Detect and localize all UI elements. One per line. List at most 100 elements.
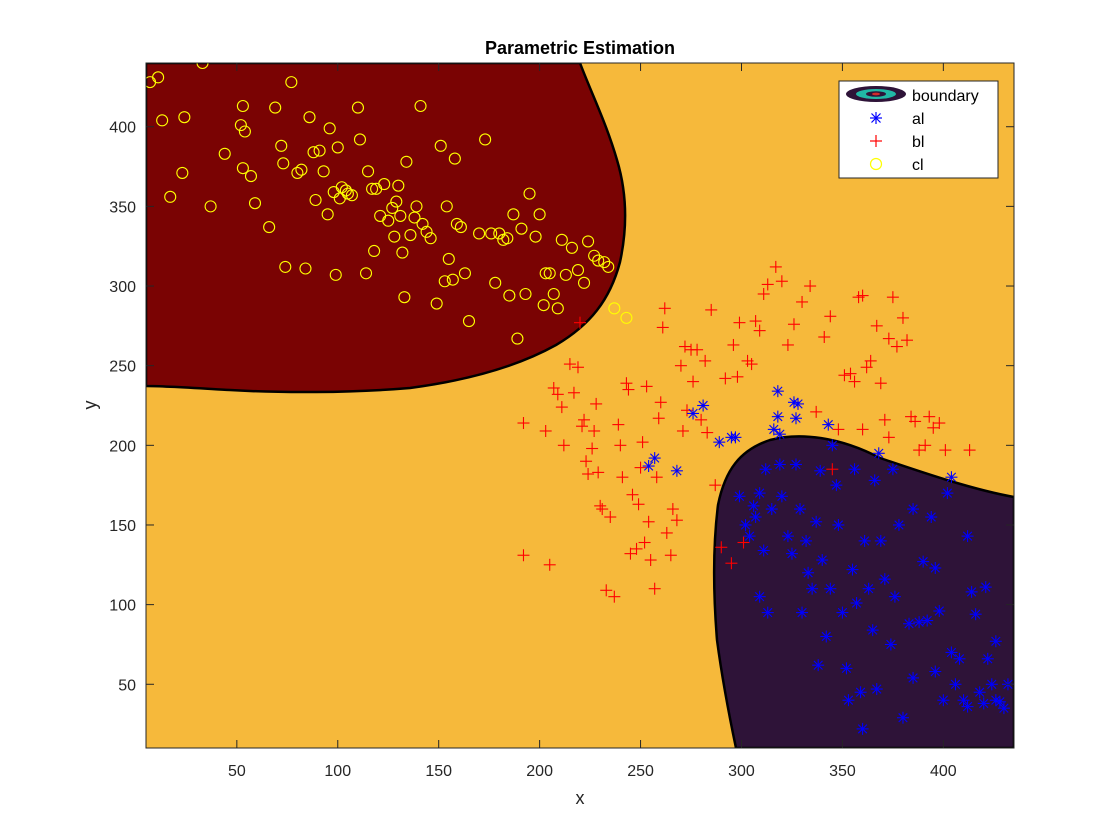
point-cl bbox=[420, 225, 433, 238]
point-cl bbox=[507, 208, 520, 221]
point-bl bbox=[781, 338, 794, 351]
point-cl bbox=[396, 246, 409, 259]
class-c-region bbox=[146, 63, 627, 394]
point-bl bbox=[517, 549, 530, 562]
point-al bbox=[767, 423, 780, 436]
point-al bbox=[993, 695, 1006, 708]
point-cl bbox=[361, 165, 375, 178]
class-a-region bbox=[712, 435, 1014, 748]
point-bl bbox=[539, 424, 552, 437]
point-al bbox=[792, 397, 805, 410]
point-bl bbox=[775, 275, 788, 288]
point-cl bbox=[450, 217, 463, 230]
point-bl bbox=[733, 316, 746, 329]
point-bl bbox=[676, 424, 689, 437]
chart-title: Parametric Estimation bbox=[485, 38, 675, 58]
point-al bbox=[826, 439, 839, 452]
point-al bbox=[840, 662, 853, 675]
point-cl bbox=[533, 208, 546, 221]
point-bl bbox=[901, 334, 914, 347]
point-bl bbox=[616, 471, 629, 484]
x-tick-label: 200 bbox=[526, 763, 553, 780]
legend-bl-marker bbox=[870, 135, 882, 147]
point-al bbox=[929, 665, 942, 678]
point-al bbox=[870, 683, 883, 696]
point-cl bbox=[458, 267, 471, 280]
point-bl bbox=[890, 340, 903, 353]
point-al bbox=[743, 530, 756, 543]
point-cl bbox=[303, 111, 316, 124]
point-al bbox=[868, 474, 881, 487]
point-bl bbox=[856, 289, 869, 302]
point-bl bbox=[638, 536, 651, 549]
point-cl bbox=[295, 163, 308, 176]
point-cl bbox=[446, 273, 459, 286]
point-bl bbox=[719, 372, 732, 385]
point-bl bbox=[864, 354, 877, 367]
point-al bbox=[886, 463, 899, 476]
point-bl bbox=[709, 479, 722, 492]
point-al bbox=[812, 659, 825, 672]
point-cl bbox=[390, 195, 403, 208]
point-cl bbox=[236, 162, 249, 175]
point-bl bbox=[856, 423, 869, 436]
point-cl bbox=[204, 200, 217, 213]
point-al bbox=[806, 582, 819, 595]
point-al bbox=[753, 487, 766, 500]
point-bl bbox=[642, 515, 655, 528]
point-al bbox=[981, 652, 994, 665]
point-al bbox=[884, 638, 897, 651]
point-cl bbox=[414, 99, 427, 113]
point-bl bbox=[580, 455, 593, 468]
point-cl bbox=[285, 76, 298, 89]
point-cl bbox=[335, 181, 348, 194]
point-cl bbox=[398, 291, 411, 304]
point-bl bbox=[578, 413, 591, 426]
point-al bbox=[713, 436, 726, 449]
point-cl bbox=[244, 170, 258, 183]
point-cl bbox=[392, 179, 405, 192]
point-al bbox=[917, 555, 930, 568]
point-cl bbox=[234, 119, 247, 132]
point-bl bbox=[590, 397, 603, 410]
point-al bbox=[648, 452, 661, 465]
point-bl bbox=[632, 498, 645, 511]
point-cl bbox=[329, 268, 342, 281]
point-bl bbox=[896, 311, 909, 324]
point-al bbox=[862, 582, 875, 595]
point-bl bbox=[844, 367, 857, 380]
point-bl bbox=[963, 444, 976, 457]
point-cl bbox=[543, 267, 556, 280]
point-cl bbox=[430, 297, 443, 310]
point-al bbox=[832, 518, 845, 531]
point-al bbox=[965, 585, 978, 598]
point-al bbox=[816, 554, 829, 567]
point-bl bbox=[824, 310, 837, 323]
point-bl bbox=[749, 315, 762, 328]
point-bl bbox=[640, 380, 653, 393]
point-al bbox=[973, 686, 986, 699]
point-al bbox=[773, 428, 786, 441]
point-bl bbox=[769, 260, 782, 273]
legend-al-marker bbox=[870, 112, 882, 124]
point-cl bbox=[529, 230, 542, 243]
point-bl bbox=[680, 404, 693, 417]
point-cl bbox=[378, 178, 391, 191]
point-cl bbox=[317, 165, 330, 178]
x-tick-label: 400 bbox=[930, 763, 957, 780]
point-cl bbox=[236, 99, 249, 113]
point-al bbox=[729, 431, 742, 444]
point-al bbox=[969, 608, 982, 621]
point-al bbox=[949, 678, 962, 691]
point-cl bbox=[410, 200, 423, 213]
point-al bbox=[903, 617, 916, 630]
point-cl bbox=[382, 214, 395, 227]
point-bl bbox=[787, 318, 800, 331]
point-cl bbox=[178, 111, 191, 124]
legend-boundary-icon bbox=[846, 86, 906, 102]
point-cl bbox=[299, 262, 312, 275]
legend-label-al: al bbox=[912, 111, 924, 128]
point-al bbox=[850, 597, 863, 610]
legend-label-bl: bl bbox=[912, 134, 924, 151]
point-bl bbox=[727, 338, 740, 351]
